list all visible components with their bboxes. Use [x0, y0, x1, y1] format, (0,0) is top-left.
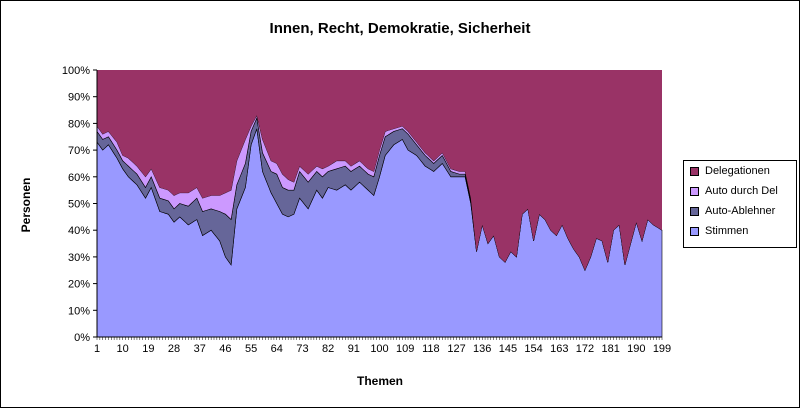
x-tick-label: 91 [348, 343, 360, 355]
x-tick-label: 154 [524, 343, 542, 355]
y-tick-label: 0% [74, 332, 90, 344]
y-tick-label: 50% [68, 199, 90, 211]
y-tick-label: 80% [68, 118, 90, 130]
legend-swatch-auto-ablehner [690, 206, 699, 216]
series-area-delegationen [97, 70, 662, 271]
x-tick-label: 181 [601, 343, 619, 355]
legend-label-auto-durch-del: Auto durch Del [705, 185, 778, 197]
legend-label-stimmen: Stimmen [705, 225, 749, 237]
x-tick-label: 199 [653, 343, 671, 355]
x-tick-label: 109 [396, 343, 414, 355]
legend-item-delegationen: Delegationen [684, 161, 796, 181]
x-tick-label: 136 [473, 343, 491, 355]
y-tick-label: 70% [68, 145, 90, 157]
chart-title: Innen, Recht, Demokratie, Sicherheit [269, 20, 531, 37]
y-tick-label: 40% [68, 225, 90, 237]
x-tick-label: 73 [296, 343, 308, 355]
x-tick-label: 28 [168, 343, 180, 355]
x-tick-label: 190 [627, 343, 645, 355]
x-tick-label: 127 [447, 343, 465, 355]
legend: Delegationen Auto durch Del Auto-Ablehne… [683, 160, 797, 248]
x-tick-label: 100 [370, 343, 388, 355]
legend-swatch-stimmen [690, 226, 699, 236]
legend-item-auto-ablehner: Auto-Ablehner [684, 201, 796, 221]
y-tick-label: 60% [68, 172, 90, 184]
x-tick-label: 172 [576, 343, 594, 355]
legend-item-auto-durch-del: Auto durch Del [684, 181, 796, 201]
x-axis-label: Themen [356, 374, 404, 388]
legend-label-auto-ablehner: Auto-Ablehner [705, 205, 776, 217]
x-tick-label: 1 [94, 343, 100, 355]
x-tick-label: 64 [271, 343, 283, 355]
legend-item-stimmen: Stimmen [684, 221, 796, 241]
y-tick-label: 100% [62, 65, 90, 77]
x-tick-label: 46 [219, 343, 231, 355]
x-tick-label: 118 [422, 343, 440, 355]
y-tick-label: 20% [68, 279, 90, 291]
x-tick-label: 163 [550, 343, 568, 355]
y-tick-label: 10% [68, 305, 90, 317]
x-tick-label: 10 [117, 343, 129, 355]
x-tick-label: 55 [245, 343, 257, 355]
legend-swatch-auto-durch-del [690, 186, 699, 196]
legend-label-delegationen: Delegationen [705, 165, 770, 177]
x-tick-label: 19 [142, 343, 154, 355]
x-tick-label: 82 [322, 343, 334, 355]
y-tick-label: 30% [68, 252, 90, 264]
x-tick-label: 37 [194, 343, 206, 355]
legend-swatch-delegationen [690, 166, 699, 176]
x-tick-label: 145 [499, 343, 517, 355]
y-tick-label: 90% [68, 92, 90, 104]
